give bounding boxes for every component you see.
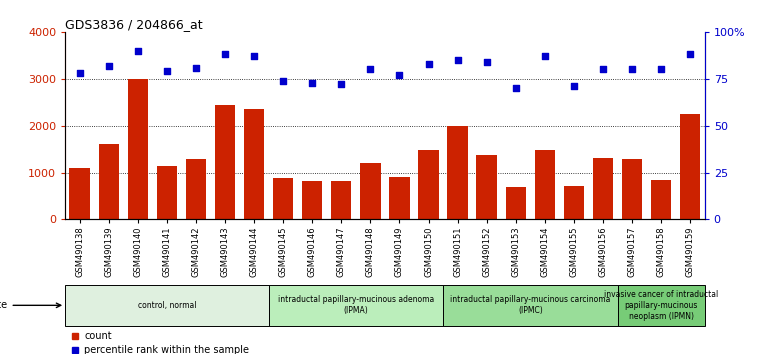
Point: [219, 52, 231, 57]
Point: [248, 53, 260, 59]
Text: control, normal: control, normal: [138, 301, 196, 310]
Bar: [244, 109, 264, 219]
Bar: [186, 159, 206, 219]
Bar: [157, 166, 177, 219]
Point: [538, 53, 551, 59]
Point: [306, 80, 319, 85]
Text: intraductal papillary-mucinous carcinoma
(IPMC): intraductal papillary-mucinous carcinoma…: [450, 295, 611, 315]
Point: [132, 48, 144, 53]
Text: invasive cancer of intraductal
papillary-mucinous
neoplasm (IPMN): invasive cancer of intraductal papillary…: [604, 290, 719, 321]
Point: [365, 67, 377, 72]
Text: GDS3836 / 204866_at: GDS3836 / 204866_at: [65, 18, 203, 31]
Bar: [389, 177, 410, 219]
Bar: [331, 181, 352, 219]
Bar: [447, 126, 468, 219]
Bar: [622, 159, 642, 219]
Bar: [593, 158, 613, 219]
Bar: [214, 104, 235, 219]
Point: [451, 57, 463, 63]
Bar: [70, 168, 90, 219]
Point: [626, 67, 638, 72]
Bar: [360, 163, 381, 219]
Text: intraductal papillary-mucinous adenoma
(IPMA): intraductal papillary-mucinous adenoma (…: [278, 295, 434, 315]
Bar: [99, 144, 119, 219]
Bar: [617, 285, 705, 326]
Point: [655, 67, 667, 72]
Point: [161, 68, 173, 74]
Point: [509, 85, 522, 91]
Bar: [476, 155, 497, 219]
Bar: [564, 186, 584, 219]
Point: [597, 67, 609, 72]
Point: [277, 78, 290, 84]
Bar: [680, 114, 700, 219]
Text: disease state: disease state: [0, 300, 61, 310]
Bar: [535, 150, 555, 219]
Bar: [273, 178, 293, 219]
Bar: [302, 181, 322, 219]
Point: [393, 72, 405, 78]
Bar: [269, 285, 443, 326]
Point: [568, 84, 580, 89]
Point: [684, 52, 696, 57]
Text: percentile rank within the sample: percentile rank within the sample: [84, 345, 249, 354]
Text: count: count: [84, 331, 112, 341]
Bar: [65, 285, 269, 326]
Point: [74, 70, 86, 76]
Point: [422, 61, 434, 67]
Bar: [418, 150, 439, 219]
Point: [480, 59, 493, 65]
Bar: [128, 79, 148, 219]
Point: [103, 63, 115, 68]
Point: [190, 65, 202, 70]
Bar: [506, 187, 526, 219]
Point: [336, 81, 348, 87]
Bar: [651, 179, 671, 219]
Bar: [443, 285, 617, 326]
